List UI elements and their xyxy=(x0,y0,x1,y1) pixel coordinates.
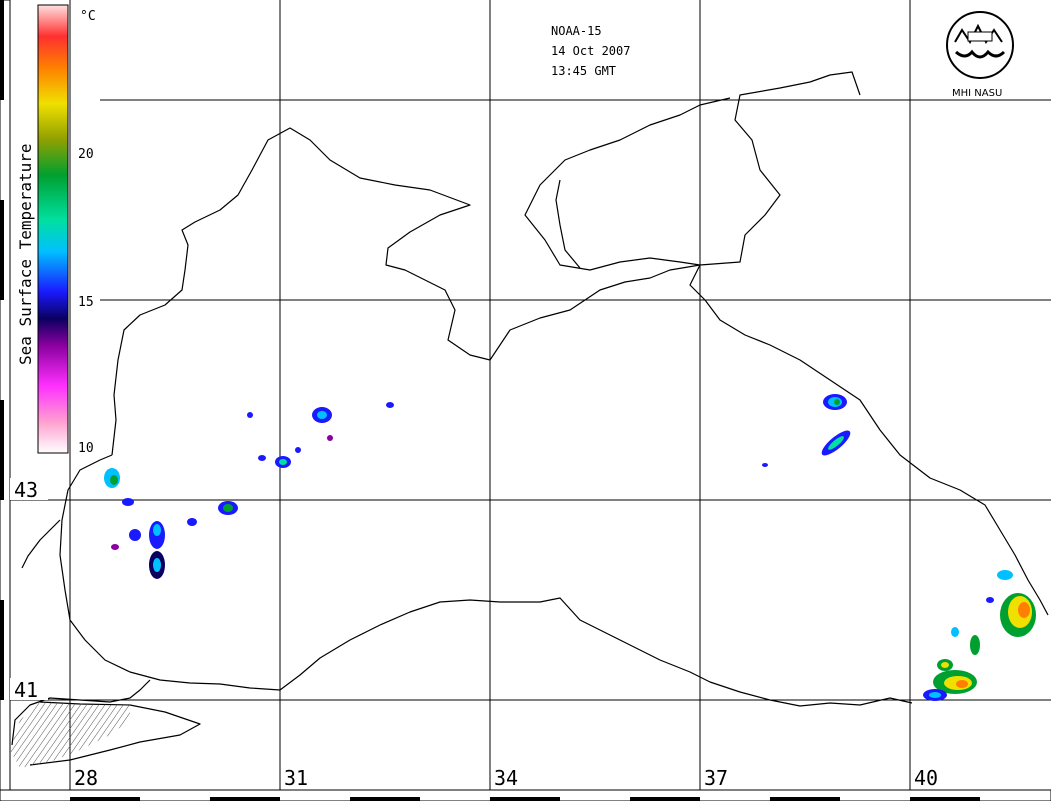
sst-patch-se-7 xyxy=(986,597,994,603)
sst-patch-west-2 xyxy=(122,498,134,506)
sst-patch-center-3 xyxy=(258,455,266,461)
sst-patch-center-2 xyxy=(275,456,291,468)
lat-label-41: 41 xyxy=(14,678,38,702)
sst-patch-center-1 xyxy=(312,407,332,423)
lon-label-34: 34 xyxy=(494,766,518,790)
lat-label-43: 43 xyxy=(14,478,38,502)
lon-label-37: 37 xyxy=(704,766,728,790)
sst-patch-se-6 xyxy=(970,635,980,655)
mhi-logo: MHI NASU xyxy=(946,11,1014,99)
lon-label-31: 31 xyxy=(284,766,308,790)
lon-label-40: 40 xyxy=(914,766,938,790)
sst-patch-center-4 xyxy=(247,412,253,418)
coast-east xyxy=(689,264,1049,616)
sst-patch-west-8 xyxy=(111,544,119,550)
colorbar-gradient xyxy=(37,4,69,454)
sst-patch-ne-3 xyxy=(762,463,768,467)
acquisition-time: 13:45 GMT xyxy=(551,64,616,78)
colorbar-unit: °C xyxy=(80,9,96,24)
sst-patch-se-2 xyxy=(933,670,977,694)
coast-azov-south xyxy=(524,97,731,271)
sst-patch-ne-2 xyxy=(821,430,851,456)
mhi-wave-emblem-icon xyxy=(946,11,1014,79)
sst-patch-west-4 xyxy=(149,551,165,579)
coast-bosphorus xyxy=(11,679,151,746)
sst-patch-west-1 xyxy=(104,468,120,488)
sst-patch-se-1 xyxy=(1000,593,1036,637)
colorbar-title: Sea Surface Temperature xyxy=(16,143,35,365)
colorbar: °C 20 15 10 Sea Surface Temperature xyxy=(16,4,96,456)
sst-patch-west-7 xyxy=(187,518,197,526)
sst-patches xyxy=(104,394,1036,701)
sst-patch-se-8 xyxy=(951,627,959,637)
coastline xyxy=(11,71,1049,766)
sst-patch-center-7 xyxy=(295,447,301,453)
acquisition-date: 14 Oct 2007 xyxy=(551,44,630,58)
latitude-labels: 43 41 xyxy=(10,478,48,702)
coast-bulgaria-inlet xyxy=(21,519,61,569)
crimea-spit xyxy=(555,179,581,269)
satellite-name: NOAA-15 xyxy=(551,24,602,38)
header: NOAA-15 14 Oct 2007 13:45 GMT xyxy=(551,24,630,78)
sst-patch-center-6 xyxy=(327,435,333,441)
colorbar-tick-20: 20 xyxy=(78,147,94,162)
sst-patch-west-5 xyxy=(129,529,141,541)
hatched-land xyxy=(10,702,130,768)
colorbar-tick-15: 15 xyxy=(78,295,94,310)
longitude-labels: 28 31 34 37 40 xyxy=(74,766,938,790)
lon-label-28: 28 xyxy=(74,766,98,790)
bottom-ruler xyxy=(0,789,1051,801)
coast-south xyxy=(59,454,913,707)
logo-label: MHI NASU xyxy=(952,88,1002,99)
sst-patch-se-3 xyxy=(923,689,947,701)
sst-patch-center-5 xyxy=(386,402,394,408)
coast-west-north xyxy=(111,71,861,456)
sst-patch-ne-1 xyxy=(823,394,847,410)
sst-patch-west-6 xyxy=(218,501,238,515)
colorbar-tick-10: 10 xyxy=(78,441,94,456)
left-ruler xyxy=(0,0,11,791)
sst-patch-se-4 xyxy=(937,659,953,671)
sst-patch-se-5 xyxy=(997,570,1013,580)
sst-patch-west-3 xyxy=(149,521,165,549)
